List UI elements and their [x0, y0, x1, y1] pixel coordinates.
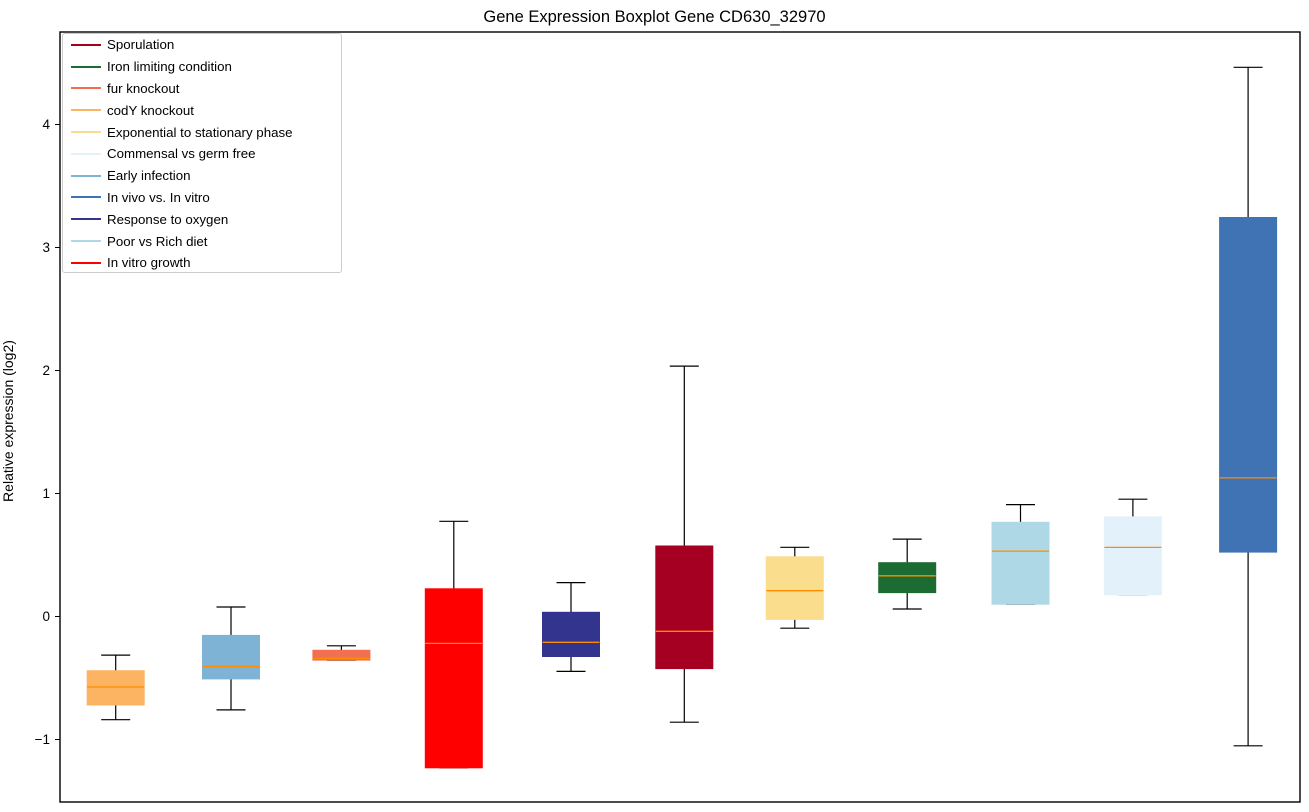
svg-text:−1: −1 — [35, 732, 50, 747]
svg-text:4: 4 — [42, 117, 50, 132]
svg-text:1: 1 — [42, 486, 50, 501]
svg-text:2: 2 — [42, 363, 50, 378]
svg-text:3: 3 — [42, 240, 50, 255]
svg-text:0: 0 — [42, 609, 50, 624]
